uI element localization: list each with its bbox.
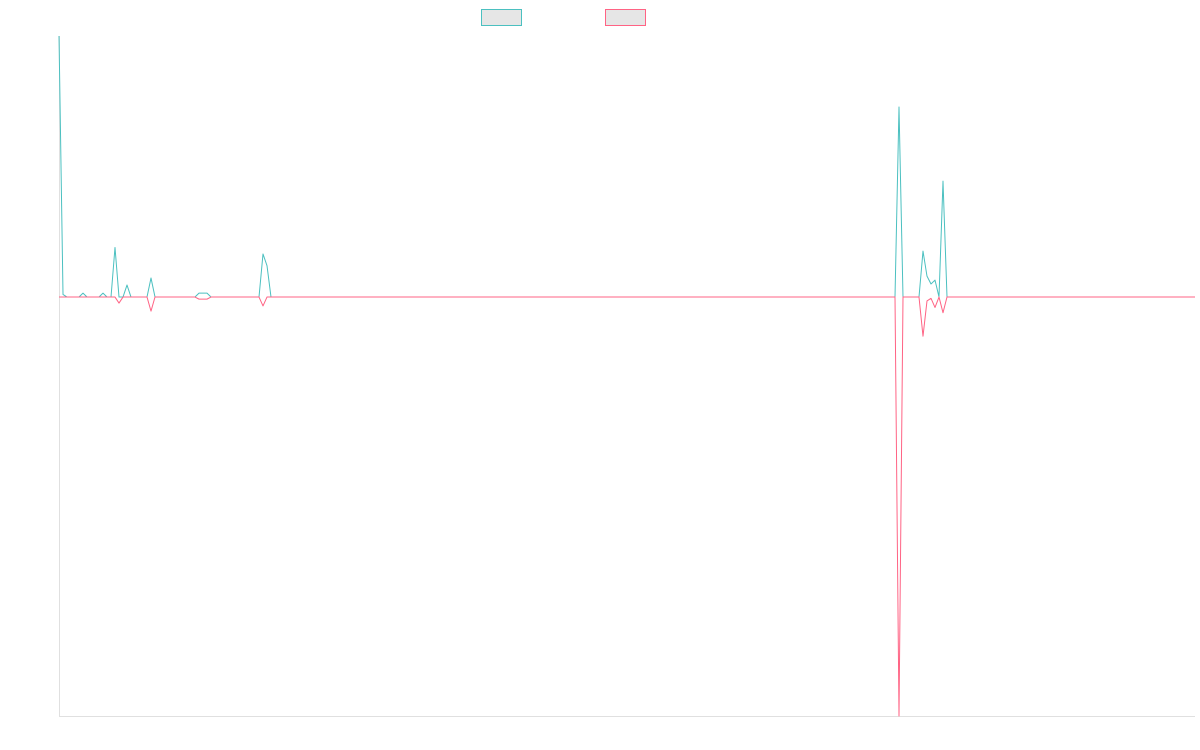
series-line <box>58 35 1195 298</box>
series-line <box>59 296 1195 717</box>
legend-box[interactable] <box>605 9 646 26</box>
legend-box[interactable] <box>481 9 522 26</box>
